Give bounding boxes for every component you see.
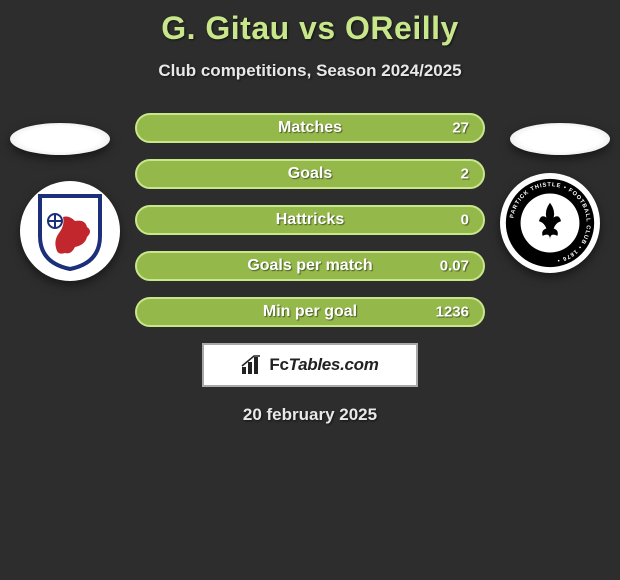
stat-rows: Matches 27 Goals 2 Hattricks 0 Goals per… [135,113,485,327]
stat-value-right: 2 [461,166,469,183]
comparison-area: PARTICK THISTLE • FOOTBALL CLUB • 1876 •… [0,113,620,425]
stat-value-right: 1236 [436,304,469,321]
infographic-root: G. Gitau vs OReilly Club competitions, S… [0,0,620,580]
stat-row-hattricks: Hattricks 0 [135,205,485,235]
stat-value-right: 27 [452,120,469,137]
stat-value-right: 0 [461,212,469,229]
page-title: G. Gitau vs OReilly [0,0,620,47]
stat-row-matches: Matches 27 [135,113,485,143]
stat-label: Min per goal [263,303,357,321]
brand-suffix: .com [340,355,378,374]
partick-thistle-crest-icon: PARTICK THISTLE • FOOTBALL CLUB • 1876 • [504,177,596,269]
page-subtitle: Club competitions, Season 2024/2025 [0,61,620,81]
bar-chart-icon [241,355,263,375]
player-photo-right [510,123,610,155]
club-badge-left [20,181,120,281]
club-badge-right: PARTICK THISTLE • FOOTBALL CLUB • 1876 • [500,173,600,273]
stat-label: Goals per match [247,257,372,275]
raith-rovers-crest-icon [35,191,105,271]
footer-date: 20 february 2025 [0,405,620,425]
stat-row-goals-per-match: Goals per match 0.07 [135,251,485,281]
stat-value-right: 0.07 [440,258,469,275]
stat-label: Hattricks [276,211,344,229]
brand-box: FcTables.com [202,343,418,387]
stat-row-min-per-goal: Min per goal 1236 [135,297,485,327]
stat-label: Matches [278,119,342,137]
brand-text: FcTables.com [269,355,378,375]
player-photo-left [10,123,110,155]
stat-label: Goals [288,165,332,183]
brand-main: Tables [289,355,340,374]
brand-prefix: Fc [269,355,288,374]
stat-row-goals: Goals 2 [135,159,485,189]
